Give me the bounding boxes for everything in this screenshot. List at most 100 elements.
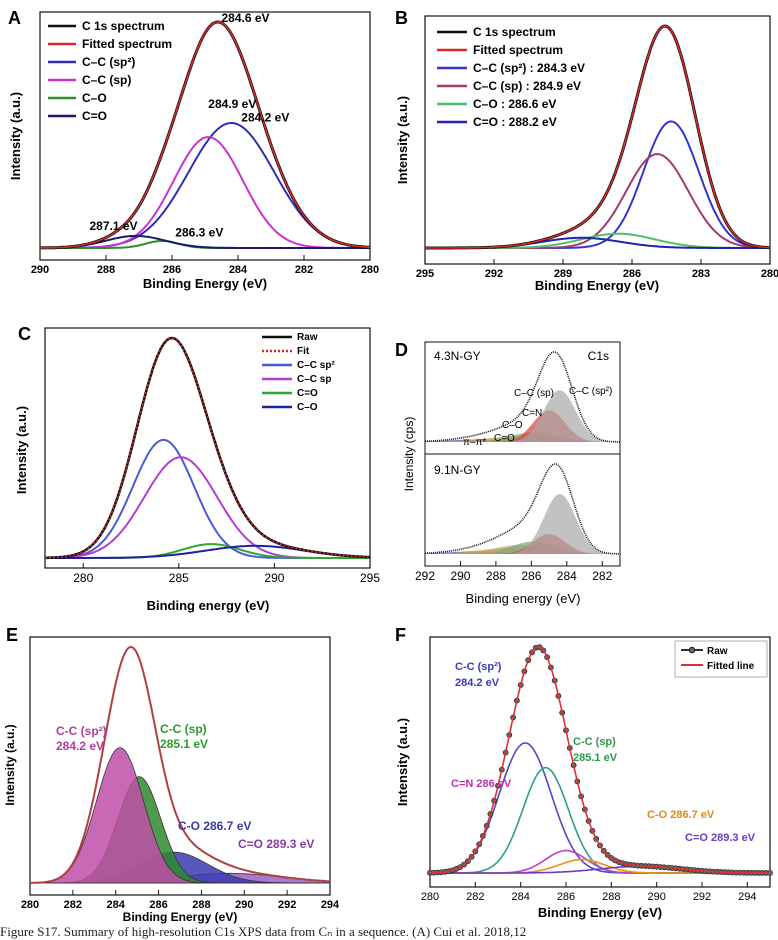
legend-entry: Fit bbox=[297, 346, 310, 357]
x-axis-label-e: Binding Energy (eV) bbox=[123, 910, 238, 924]
series-line bbox=[425, 463, 620, 555]
x-tick-label: 289 bbox=[554, 268, 572, 280]
component-area bbox=[425, 494, 620, 554]
chart-a: A 290 288 286 284 282 280 C 1s spectrum Fitted… bbox=[8, 8, 379, 291]
peak-annotation: 284.2 eV bbox=[455, 677, 500, 689]
series-line bbox=[425, 24, 771, 250]
component-label: C=O bbox=[494, 433, 515, 444]
component-label: C–C (sp²) bbox=[569, 386, 612, 397]
x-axis-label-b: Binding Energy (eV) bbox=[535, 278, 659, 293]
x-tick-label: 292 bbox=[278, 899, 296, 911]
legend-entry: C–C (sp) bbox=[82, 73, 131, 87]
peak-annotation: 284.2 eV bbox=[56, 739, 104, 753]
x-tick-label: 290 bbox=[235, 899, 253, 911]
peak-annotation: C-C (sp) bbox=[573, 736, 616, 748]
series-line bbox=[425, 232, 770, 249]
x-tick-label: 285 bbox=[169, 571, 189, 585]
y-axis-label-e: Intensity (a.u.) bbox=[3, 724, 17, 805]
peak-annotation: C-O 286.7 eV bbox=[647, 809, 715, 821]
x-tick-label: 286 bbox=[163, 264, 181, 276]
peak-annotation: 286.3 eV bbox=[175, 226, 223, 240]
peak-annotation: 287.1 eV bbox=[90, 219, 138, 233]
x-tick-label: 294 bbox=[321, 899, 340, 911]
x-tick-label: 282 bbox=[466, 891, 484, 903]
series-line bbox=[45, 438, 370, 559]
legend-entry: C–O bbox=[297, 402, 318, 413]
series-line bbox=[40, 21, 371, 249]
peak-annotation: C=N 286 eV bbox=[451, 778, 512, 790]
series-line bbox=[30, 645, 330, 884]
y-axis-label-f: Intensity (a.u.) bbox=[395, 718, 410, 806]
legend-entry: Fitted line bbox=[707, 661, 755, 672]
x-tick-label: 284 bbox=[229, 264, 248, 276]
legend-entry: Raw bbox=[297, 332, 318, 343]
x-axis-label-c: Binding energy (eV) bbox=[147, 598, 270, 613]
peak-annotation: C=O 289.3 eV bbox=[238, 837, 314, 851]
panel-label-e: E bbox=[6, 625, 18, 645]
legend-entry: Fitted spectrum bbox=[82, 37, 172, 51]
x-tick-label: 286 bbox=[149, 899, 167, 911]
x-tick-label: 294 bbox=[738, 891, 756, 903]
x-tick-label: 288 bbox=[602, 891, 620, 903]
x-tick-label: 280 bbox=[421, 891, 439, 903]
legend-entry: Fitted spectrum bbox=[473, 43, 563, 57]
figure-caption: Figure S17. Summary of high-resolution C… bbox=[0, 924, 527, 939]
x-tick-label: 295 bbox=[416, 268, 434, 280]
peak-annotation: C-C (sp) bbox=[160, 722, 207, 736]
chart-c: C 280 285 290 295 Raw Fit C–C sp² C–C sp C=O C–O… bbox=[14, 324, 380, 613]
x-tick-label: 288 bbox=[192, 899, 210, 911]
peak-annotation: C-O 286.7 eV bbox=[178, 819, 251, 833]
chart-d: D 292 290 288 286 284 282 4.3N-GY C1s 9.1N-GY… bbox=[395, 340, 621, 606]
legend-entry: Raw bbox=[707, 646, 728, 657]
x-tick-label: 286 bbox=[557, 891, 575, 903]
x-tick-label: 295 bbox=[360, 571, 380, 585]
x-tick-label: 288 bbox=[97, 264, 115, 276]
panel-label-b: B bbox=[395, 8, 408, 28]
x-tick-label: 290 bbox=[31, 264, 49, 276]
peak-annotation: C=O 289.3 eV bbox=[685, 832, 756, 844]
legend-entry: C=O bbox=[297, 388, 318, 399]
component-label: C–O bbox=[502, 420, 523, 431]
peak-annotation: 285.1 eV bbox=[573, 752, 618, 764]
component-area bbox=[29, 747, 330, 884]
subplot-label-9-1n: 9.1N-GY bbox=[434, 463, 481, 477]
x-axis-label-d: Binding energy (eV) bbox=[466, 591, 581, 606]
peak-annotation: 284.9 eV bbox=[208, 97, 256, 111]
y-axis-label-c: Intensity (a.u.) bbox=[14, 406, 29, 494]
peak-annotation: C-C (sp²) bbox=[56, 724, 107, 738]
x-tick-label: 280 bbox=[361, 264, 379, 276]
x-axis-label-a: Binding Energy (eV) bbox=[143, 276, 267, 291]
x-tick-label: 280 bbox=[21, 899, 39, 911]
panel-label-d: D bbox=[395, 340, 408, 360]
x-tick-label: 284 bbox=[511, 891, 529, 903]
x-tick-label: 286 bbox=[521, 569, 541, 583]
x-axis-label-f: Binding Energy (eV) bbox=[538, 905, 662, 920]
chart-b: B 295 292 289 286 283 280 C 1s spectrum Fitted… bbox=[395, 8, 778, 293]
series-line bbox=[425, 120, 771, 249]
legend-entry: C–O : 286.6 eV bbox=[473, 97, 556, 111]
series-line bbox=[45, 337, 371, 559]
legend-entry: C 1s spectrum bbox=[473, 25, 556, 39]
legend-entry: C=O bbox=[82, 109, 107, 123]
panel-label-a: A bbox=[8, 8, 21, 28]
component-label: C–C (sp) bbox=[514, 388, 554, 399]
peak-annotation: 285.1 eV bbox=[160, 737, 208, 751]
x-tick-label: 290 bbox=[264, 571, 284, 585]
x-tick-label: 282 bbox=[592, 569, 612, 583]
x-tick-label: 292 bbox=[415, 569, 435, 583]
legend-entry: C–C (sp²) : 284.3 eV bbox=[473, 61, 585, 75]
x-tick-label: 288 bbox=[486, 569, 506, 583]
legend-entry: C–C (sp) : 284.9 eV bbox=[473, 79, 581, 93]
x-tick-label: 290 bbox=[450, 569, 470, 583]
y-axis-label-a: Intensity (a.u.) bbox=[8, 92, 23, 180]
legend-entry: C–O bbox=[82, 91, 107, 105]
panel-label-f: F bbox=[395, 625, 406, 645]
component-area bbox=[425, 390, 620, 442]
peak-annotation: 284.6 eV bbox=[222, 11, 270, 25]
legend-entry: C=O : 288.2 eV bbox=[473, 115, 557, 129]
x-tick-label: 280 bbox=[73, 571, 93, 585]
legend-entry: C–C (sp²) bbox=[82, 55, 135, 69]
series-line bbox=[424, 351, 620, 443]
x-tick-label: 283 bbox=[692, 268, 710, 280]
x-tick-label: 282 bbox=[64, 899, 82, 911]
